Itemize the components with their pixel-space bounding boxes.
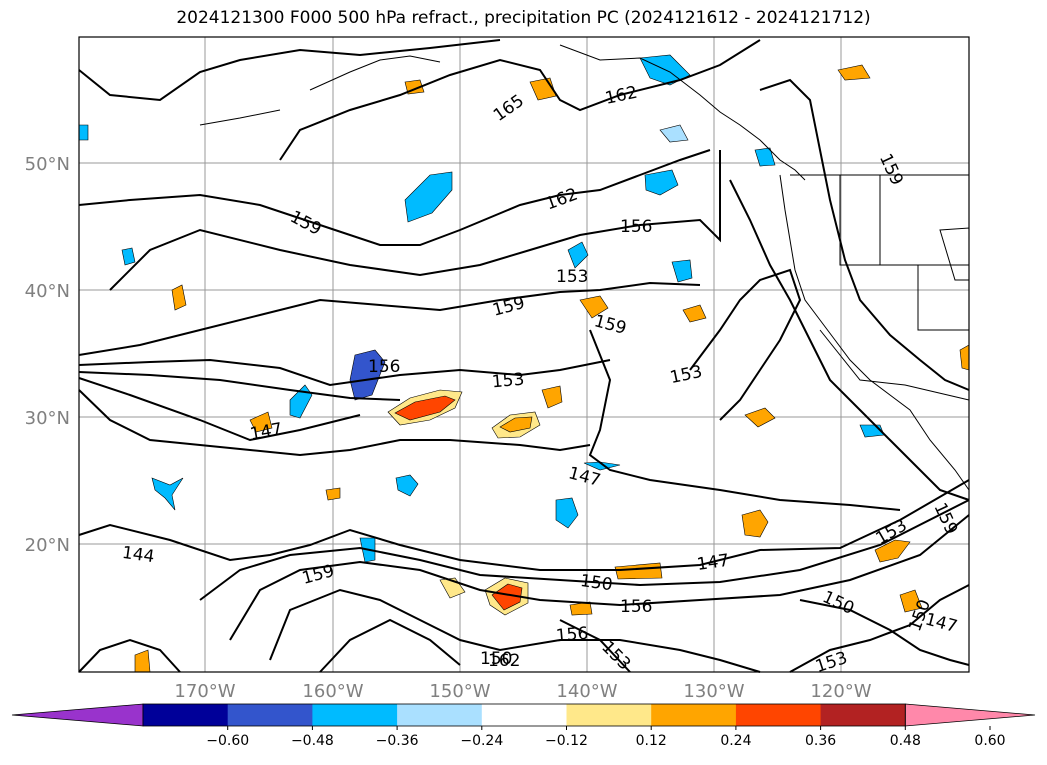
coastlines [199, 44, 970, 491]
colorbar-tick-label: −0.36 [376, 733, 419, 749]
colorbar-tick-label: −0.12 [545, 733, 588, 749]
contour-label: 153 [491, 370, 525, 393]
colorbar-tick-label: 0.12 [636, 733, 667, 749]
precip-pos-area [899, 589, 923, 613]
colorbar-outline [142, 703, 906, 727]
precip-pos-area [614, 562, 663, 580]
colorbar-swatch [735, 704, 822, 726]
colorbar-tick-label: 0.60 [974, 733, 1005, 749]
precip-neg-area [555, 497, 579, 529]
lon-labels: 170°W 160°W 150°W 140°W 130°W 120°W [174, 681, 871, 702]
colorbar-swatch [143, 704, 229, 726]
lon-label-160w: 160°W [302, 681, 363, 702]
colorbar-tick-label: −0.60 [206, 733, 249, 749]
colorbar-tick-label: 0.36 [805, 733, 836, 749]
precip-pos-area [541, 385, 563, 409]
contour-label: 156 [368, 357, 400, 377]
contour-label: 156 [620, 597, 652, 617]
gridlines [79, 37, 969, 672]
precip-pos-area [439, 577, 466, 599]
precip-pos-area [744, 407, 776, 428]
precip-neg-area [659, 124, 689, 143]
colorbar-tick-label: −0.48 [291, 733, 334, 749]
precip-neg-area [349, 349, 386, 401]
precip-neg-area [395, 474, 419, 497]
precip-neg-area [583, 461, 621, 471]
contour-lines [78, 39, 970, 673]
colorbar-swatch [481, 704, 567, 726]
colorbar-tick-label: 0.48 [890, 733, 921, 749]
colorbar-swatch [397, 704, 483, 726]
contour-label: 153 [556, 267, 588, 287]
lat-label-30n: 30°N [25, 408, 70, 429]
lat-label-20n: 20°N [25, 535, 70, 556]
precip-pos-area [499, 416, 533, 433]
contour-label: 147 [696, 551, 731, 575]
map-title: 2024121300 F000 500 hPa refract., precip… [176, 8, 871, 28]
colorbar-swatch [227, 704, 313, 726]
precip-pos-area [682, 304, 707, 323]
precip-neg-area [567, 241, 589, 269]
contour-label: 144 [121, 543, 156, 567]
precip-pos-area [249, 411, 273, 433]
precip-pos-area [579, 295, 609, 319]
colorbar-swatch [312, 704, 398, 726]
plot-area [79, 37, 969, 672]
lon-label-120w: 120°W [810, 681, 871, 702]
precip-pos-area [741, 509, 769, 538]
contour-label: 156 [555, 624, 589, 647]
contour-label: 150 [579, 571, 614, 595]
colorbar-extend-high [904, 703, 1036, 727]
precip-neg-area [644, 169, 679, 196]
lon-label-150w: 150°W [429, 681, 490, 702]
colorbar: −0.60 −0.48 −0.36 −0.24 −0.12 0.12 0.24 0.36 0.4… [11, 703, 1036, 749]
colorbar-swatch [651, 704, 737, 726]
lat-label-40n: 40°N [25, 281, 70, 302]
colorbar-tick-label: −0.24 [460, 733, 503, 749]
precip-pos-area [171, 284, 187, 311]
lat-label-50n: 50°N [25, 154, 70, 175]
plot-frame [78, 36, 970, 673]
precip-neg-area [671, 259, 693, 283]
contour-label: 150 [480, 649, 512, 669]
precip-pos-area [394, 395, 456, 421]
precip-pos-area [325, 487, 341, 501]
precip-neg-area [121, 247, 136, 266]
contour-label: 162 [488, 651, 520, 671]
colorbar-tick-label: 0.24 [720, 733, 751, 749]
precip-neg-area [754, 147, 776, 167]
precip-neg-area [289, 384, 313, 419]
precip-neg-area [78, 124, 89, 141]
precip-pos-area [837, 64, 871, 81]
lat-labels: 50°N 40°N 30°N 20°N [25, 154, 70, 556]
colorbar-swatch [566, 704, 652, 726]
lon-label-140w: 140°W [556, 681, 617, 702]
lon-label-170w: 170°W [174, 681, 235, 702]
precip-shading [78, 54, 970, 673]
precip-neg-area [151, 477, 184, 511]
colorbar-swatch [820, 704, 906, 726]
contour-label: 156 [620, 217, 652, 237]
precip-pos-area [874, 539, 911, 563]
lon-label-130w: 130°W [683, 681, 744, 702]
precip-pos-area [491, 583, 523, 611]
precip-neg-area [404, 171, 453, 223]
colorbar-extend-low [11, 703, 144, 727]
